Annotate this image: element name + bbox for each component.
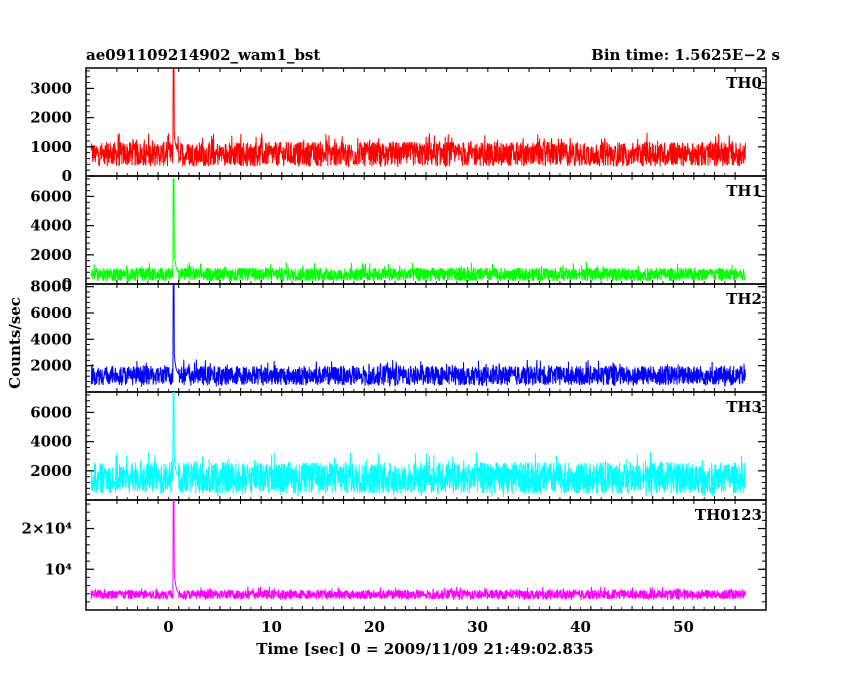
y-tick-label: 1000 bbox=[30, 138, 72, 156]
y-tick-label: 6000 bbox=[30, 304, 72, 322]
series-th1 bbox=[90, 178, 746, 283]
y-tick-label: 6000 bbox=[30, 187, 72, 205]
x-tick-label: 10 bbox=[261, 618, 282, 636]
chart-title-right: Bin time: 1.5625E−2 s bbox=[591, 46, 780, 64]
x-tick-label: 40 bbox=[570, 618, 591, 636]
panel-label-th3: TH3 bbox=[726, 398, 762, 416]
y-tick-label: 8000 bbox=[30, 278, 72, 296]
y-tick-label: 4000 bbox=[30, 433, 72, 451]
x-tick-label: 30 bbox=[467, 618, 488, 636]
series-line-th0123 bbox=[90, 500, 746, 602]
panel-th0123: 10⁴ 2×10⁴ TH0123 bbox=[22, 499, 767, 611]
series-line-th3 bbox=[90, 392, 746, 498]
y-tick-label: 0 bbox=[62, 167, 72, 185]
panel-label-th2: TH2 bbox=[726, 290, 762, 308]
x-tick-label: 50 bbox=[673, 618, 694, 636]
panel-label-th1: TH1 bbox=[726, 182, 762, 200]
panel-label-th0: TH0 bbox=[726, 74, 762, 92]
y-tick-label: 2×10⁴ bbox=[22, 520, 73, 538]
y-tick-label: 3000 bbox=[30, 79, 72, 97]
panel-th1: 0 2000 4000 6000 TH1 bbox=[30, 175, 767, 293]
x-tick-label: 0 bbox=[163, 618, 173, 636]
panel-th2: 2000 4000 6000 8000 TH2 bbox=[30, 278, 767, 393]
series-th0123 bbox=[90, 500, 746, 602]
y-tick-label: 2000 bbox=[30, 246, 72, 264]
chart-title-left: ae091109214902_wam1_bst bbox=[86, 46, 320, 64]
x-axis-label: Time [sec] 0 = 2009/11/09 21:49:02.835 bbox=[256, 640, 593, 658]
y-axis-label: Counts/sec bbox=[6, 297, 24, 389]
series-line-th2 bbox=[90, 284, 746, 387]
y-tick-label: 4000 bbox=[30, 330, 72, 348]
y-tick-label: 2000 bbox=[30, 357, 72, 375]
series-th2 bbox=[90, 284, 746, 387]
series-line-th0 bbox=[90, 68, 746, 168]
panel-th0: 0 1000 2000 3000 TH0 bbox=[30, 67, 767, 185]
y-tick-label: 0 bbox=[62, 275, 72, 293]
y-tick-label: 2000 bbox=[30, 462, 72, 480]
y-tick-label: 2000 bbox=[30, 109, 72, 127]
y-tick-label: 4000 bbox=[30, 217, 72, 235]
y-tick-label: 10⁴ bbox=[45, 560, 73, 578]
x-tick-label: 20 bbox=[364, 618, 385, 636]
series-th3 bbox=[90, 392, 746, 498]
panel-th3: 2000 4000 6000 TH3 bbox=[30, 391, 767, 501]
panel-label-th0123: TH0123 bbox=[695, 506, 762, 524]
y-tick-label: 6000 bbox=[30, 403, 72, 421]
series-th0 bbox=[90, 68, 746, 168]
series-line-th1 bbox=[90, 178, 746, 283]
